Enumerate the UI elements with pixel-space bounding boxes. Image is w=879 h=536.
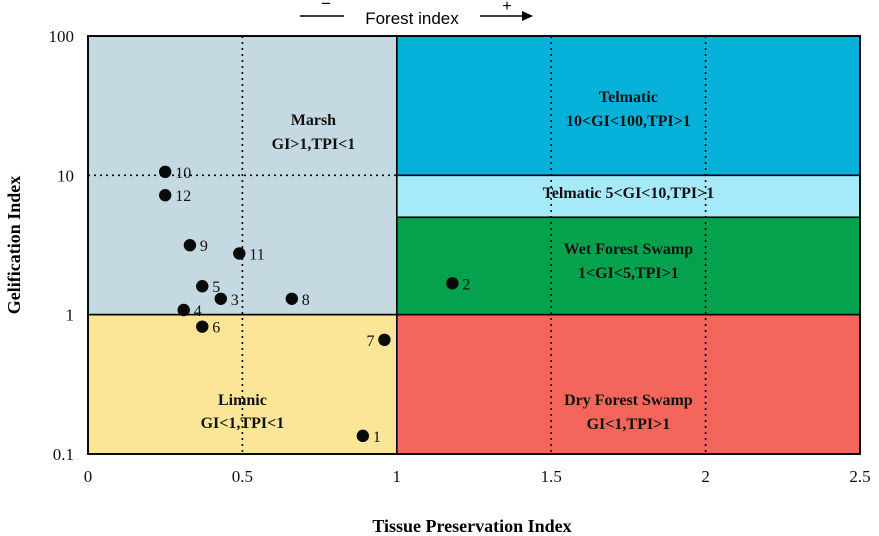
data-point-9 bbox=[183, 239, 197, 252]
region-label-marsh-1: Marsh bbox=[291, 112, 336, 129]
guide-lines-layer bbox=[88, 36, 707, 454]
x-tick-label: 0.5 bbox=[232, 467, 253, 486]
region-label-wet-forest-swamp-1: Wet Forest Swamp bbox=[564, 241, 694, 258]
plot-border bbox=[87, 35, 861, 455]
data-point-label-1: 1 bbox=[373, 429, 381, 446]
forest-index-arrowhead-icon bbox=[522, 11, 533, 21]
data-point-label-10: 10 bbox=[175, 165, 191, 182]
y-axis-title: Gelification Index bbox=[4, 176, 24, 315]
data-point-6 bbox=[196, 320, 209, 333]
regions-layer bbox=[87, 35, 861, 455]
data-point-label-11: 11 bbox=[249, 246, 264, 263]
region-label-limnic-1: Limnic bbox=[218, 392, 267, 409]
y-tick-label: 10 bbox=[57, 166, 74, 185]
x-tick-label: 1 bbox=[393, 467, 402, 486]
data-point-1 bbox=[356, 429, 370, 443]
forest-index-label: Forest index bbox=[365, 9, 459, 28]
region-label-dry-forest-swamp-1: Dry Forest Swamp bbox=[564, 392, 693, 409]
data-point-10 bbox=[159, 165, 172, 179]
region-label-marsh-2: GI>1,TPI<1 bbox=[272, 136, 356, 153]
data-point-label-9: 9 bbox=[200, 238, 208, 255]
data-point-8 bbox=[285, 292, 299, 305]
region-wet-forest-swamp bbox=[395, 216, 861, 316]
data-point-12 bbox=[159, 189, 172, 202]
forest-index-label-bg bbox=[344, 6, 480, 28]
data-point-11 bbox=[233, 247, 246, 260]
y-tick-label: 1 bbox=[66, 306, 75, 325]
data-point-label-6: 6 bbox=[212, 320, 220, 337]
x-tick-label: 1.5 bbox=[541, 467, 562, 486]
plot-frame bbox=[87, 35, 861, 455]
data-point-7 bbox=[378, 333, 391, 347]
x-tick-label: 2.5 bbox=[849, 467, 870, 486]
data-point-4 bbox=[177, 303, 190, 317]
data-point-2 bbox=[446, 277, 459, 290]
y-tick-label: 0.1 bbox=[53, 445, 74, 464]
region-labels-layer: Marsh GI>1,TPI<1 Limnic GI<1,TPI<1 Telmatic 1… bbox=[201, 89, 715, 433]
y-tick-label: 100 bbox=[49, 27, 75, 46]
axes-layer: 0 0.5 1 1.5 2 2.5 0.1 1 10 100 bbox=[49, 27, 871, 486]
forest-index-minus: − bbox=[321, 0, 331, 13]
data-point-label-5: 5 bbox=[212, 279, 220, 296]
forest-index-plus: + bbox=[502, 0, 511, 15]
region-label-dry-forest-swamp-2: GI<1,TPI>1 bbox=[587, 416, 671, 433]
region-label-telmatic-low-1: Telmatic 5<GI<10,TPI>1 bbox=[543, 185, 715, 202]
forest-index-annotation: − Forest index + bbox=[300, 0, 533, 28]
data-point-label-3: 3 bbox=[231, 292, 239, 309]
data-point-3 bbox=[214, 292, 227, 305]
data-point-5 bbox=[196, 280, 209, 293]
data-point-label-12: 12 bbox=[175, 188, 191, 205]
x-tick-label: 2 bbox=[701, 467, 710, 486]
x-tick-label: 0 bbox=[84, 467, 93, 486]
region-dry-forest-swamp bbox=[395, 313, 861, 455]
region-label-wet-forest-swamp-2: 1<GI<5,TPI>1 bbox=[578, 265, 679, 282]
region-label-limnic-2: GI<1,TPI<1 bbox=[201, 415, 285, 432]
data-point-label-7: 7 bbox=[366, 333, 374, 350]
region-label-telmatic-high-2: 10<GI<100,TPI>1 bbox=[566, 113, 691, 130]
data-point-label-4: 4 bbox=[194, 303, 202, 320]
region-label-telmatic-high-1: Telmatic bbox=[599, 89, 658, 106]
x-axis-title: Tissue Preservation Index bbox=[372, 516, 571, 536]
data-point-label-2: 2 bbox=[462, 276, 470, 293]
data-point-label-8: 8 bbox=[302, 292, 310, 309]
